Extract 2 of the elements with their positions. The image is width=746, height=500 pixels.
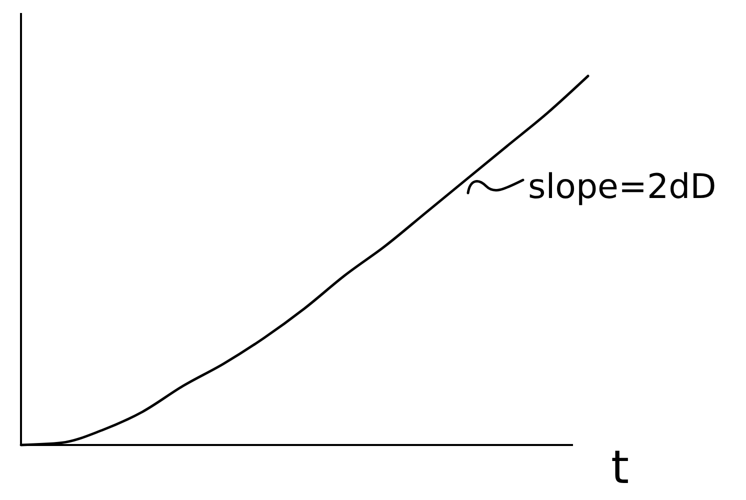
x-axis-title: t [610, 440, 630, 494]
annotation: slope=2dD [528, 167, 716, 207]
